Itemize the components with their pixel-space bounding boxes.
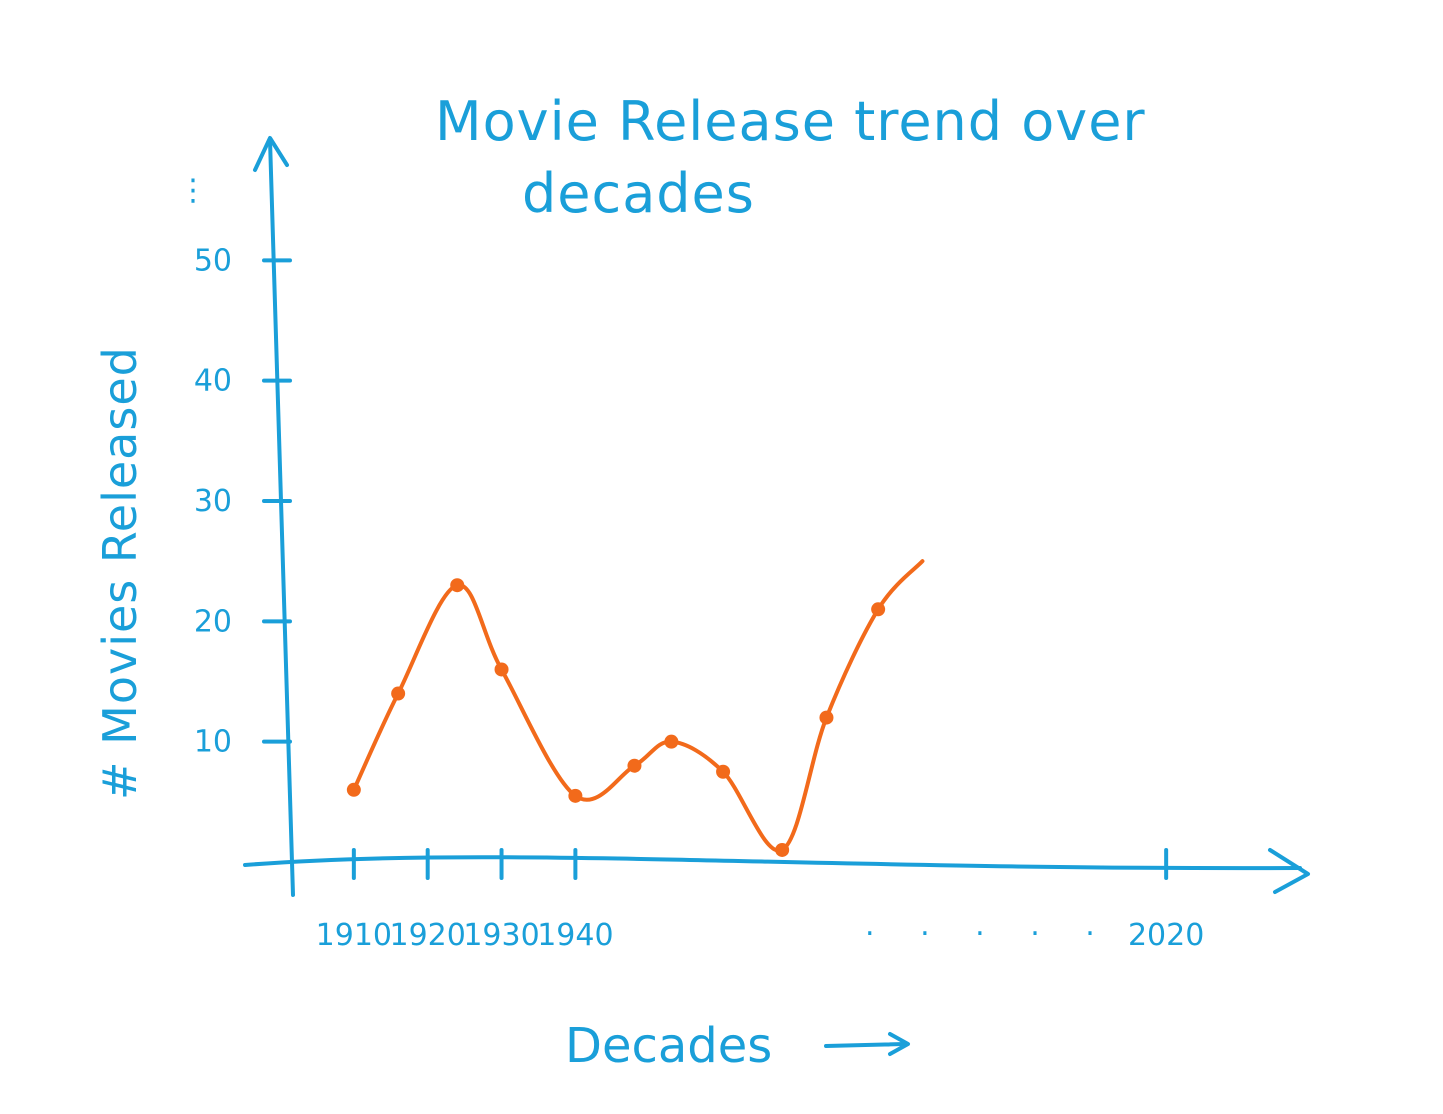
y-tick-label: 50 xyxy=(194,243,232,278)
y-tick-label: 40 xyxy=(194,364,232,399)
x-axis xyxy=(243,855,1302,871)
x-axis-label: Decades xyxy=(565,1018,772,1074)
y-axis xyxy=(268,138,295,897)
y-tick-label: 10 xyxy=(194,725,232,760)
data-point xyxy=(568,788,583,803)
data-point xyxy=(627,758,642,773)
data-point xyxy=(819,710,834,725)
y-axis-arrowhead xyxy=(253,136,289,172)
series-points xyxy=(346,578,886,857)
y-axis-ticks: 10 20 30 40 50 xyxy=(194,243,292,760)
y-axis-ellipsis: ⋮ xyxy=(178,173,208,208)
x-tick-label: 1930 xyxy=(463,918,539,953)
data-point xyxy=(664,734,679,749)
data-point xyxy=(450,578,465,593)
x-axis-label-arrow xyxy=(824,1032,910,1056)
y-tick-label: 30 xyxy=(194,484,232,519)
data-point xyxy=(494,662,509,677)
x-tick-label: 1940 xyxy=(537,918,613,953)
x-tick-label: 1910 xyxy=(316,918,392,953)
data-point xyxy=(775,842,790,857)
x-axis-ellipsis: . . . . . xyxy=(865,908,1113,943)
x-axis-arrowhead xyxy=(1268,848,1310,894)
chart-title-line-1: Movie Release trend over xyxy=(435,90,1146,153)
data-point xyxy=(871,602,886,617)
data-point xyxy=(716,764,731,779)
x-tick-label: 1920 xyxy=(390,918,466,953)
y-tick-label: 20 xyxy=(194,604,232,639)
chart-title-line-2: decades xyxy=(522,162,755,225)
data-point xyxy=(346,782,361,797)
series-line xyxy=(351,559,925,853)
data-point xyxy=(391,686,406,701)
x-tick-label: 2020 xyxy=(1128,918,1204,953)
y-axis-label: # Movies Released xyxy=(93,346,147,800)
